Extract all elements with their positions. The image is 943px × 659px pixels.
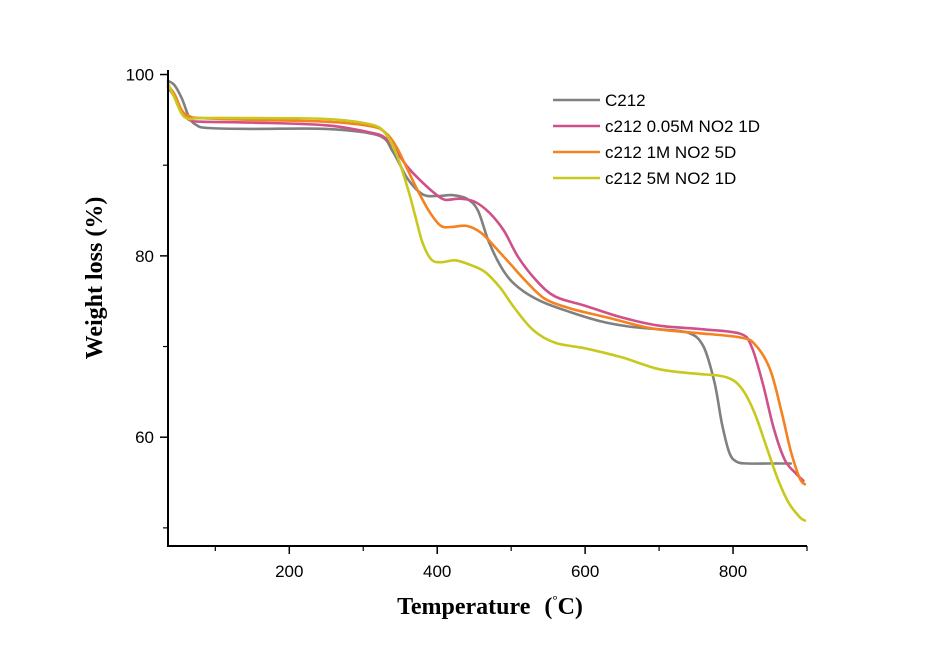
x-tick-label: 600 (571, 562, 599, 581)
legend-item: c212 5M NO2 1D (553, 169, 736, 188)
legend-label: c212 1M NO2 5D (605, 143, 736, 162)
series-lines (166, 79, 807, 522)
x-axis-title-main: Temperature (397, 594, 531, 620)
ticks: 200 400 600 800 60 80 100 (126, 66, 808, 581)
y-axis-title: Weight loss (%) (82, 197, 108, 360)
series-line-c212 (166, 79, 792, 465)
x-axis-title-unit: C) (558, 594, 583, 620)
x-axis-title-paren: ( (544, 594, 552, 620)
x-axis-title: Temperature (°C) (397, 592, 583, 620)
x-tick-label: 400 (423, 562, 451, 581)
x-tick-label: 200 (275, 562, 303, 581)
x-axis-title-degree: ° (552, 592, 557, 607)
series-line-c212-1m-no2-5d (166, 84, 807, 486)
y-tick-label: 100 (126, 66, 154, 85)
legend-label: c212 0.05M NO2 1D (605, 117, 760, 136)
legend-item: c212 0.05M NO2 1D (553, 117, 760, 136)
y-tick-label: 60 (135, 428, 154, 447)
legend-label: C212 (605, 91, 646, 110)
legend-item: c212 1M NO2 5D (553, 143, 736, 162)
legend: C212 c212 0.05M NO2 1D c212 1M NO2 5D c212 … (553, 91, 760, 188)
series-line-c212-0-05m-no2-1d (166, 85, 805, 482)
x-tick-label: 800 (719, 562, 747, 581)
legend-label: c212 5M NO2 1D (605, 169, 736, 188)
series-line-c212-5m-no2-1d (166, 82, 807, 522)
legend-item: C212 (553, 91, 646, 110)
y-tick-label: 80 (135, 247, 154, 266)
axes (167, 70, 807, 547)
